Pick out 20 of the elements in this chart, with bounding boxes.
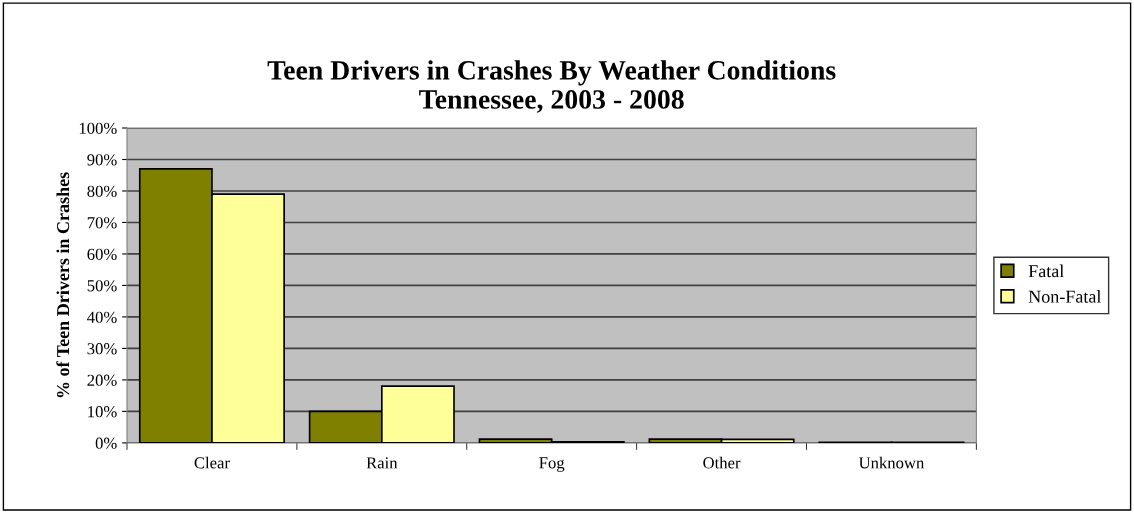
legend-label: Fatal: [1028, 264, 1064, 278]
y-tick-label: 50%: [87, 280, 117, 292]
chart-title: Teen Drivers in Crashes By Weather Conditions Tennessee, 2003 - 2008: [267, 60, 836, 113]
y-tick-label: 40%: [87, 311, 117, 323]
y-axis-title: % of Teen Drivers in Crashes: [56, 172, 70, 398]
y-tick-label: 100%: [79, 122, 117, 134]
x-tick-label: Rain: [366, 457, 398, 469]
y-tick-label: 0%: [95, 437, 117, 449]
y-tick-label: 20%: [87, 374, 117, 386]
x-tick-label: Fog: [539, 457, 565, 472]
x-tick-label: Clear: [194, 456, 230, 469]
legend-label: Non-Fatal: [1028, 290, 1102, 303]
x-tick-label: Other: [703, 456, 741, 469]
y-tick-label: 10%: [88, 406, 117, 418]
y-tick-label: 30%: [87, 343, 117, 355]
y-tick-label: 70%: [87, 217, 117, 229]
y-tick-label: 80%: [87, 185, 117, 197]
y-tick-label: 60%: [87, 248, 117, 260]
y-tick-label: 90%: [87, 154, 117, 166]
x-tick-label: Unknown: [858, 456, 925, 469]
